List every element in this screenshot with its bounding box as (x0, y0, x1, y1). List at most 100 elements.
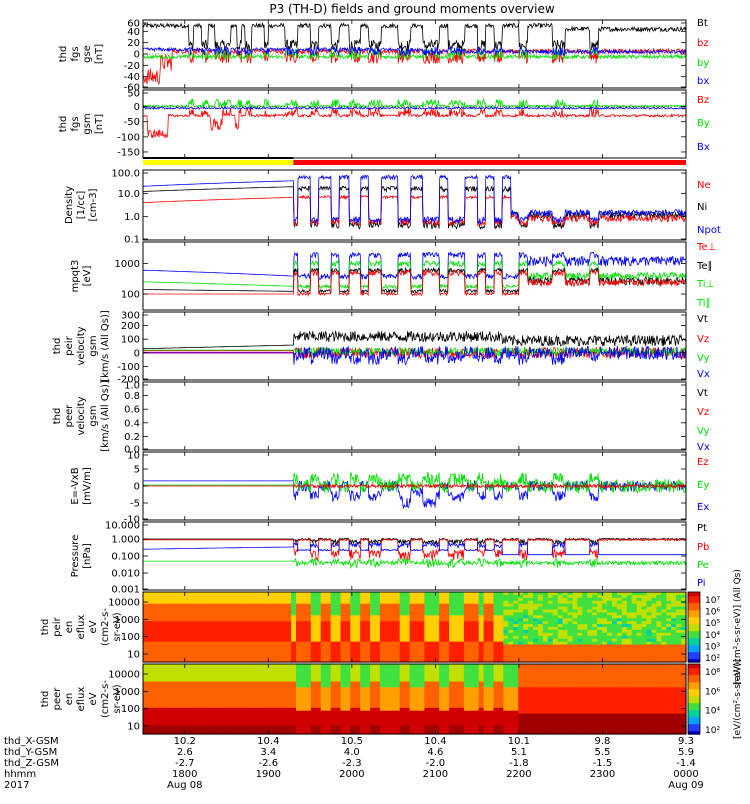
peer-spectrogram-cell (459, 705, 465, 709)
peer-spectrogram-cell (183, 670, 189, 674)
peer-spectrogram-cell (148, 722, 154, 726)
peir-spectrogram-cell (370, 633, 376, 637)
peir-spectrogram-cell (429, 650, 435, 654)
peir-spectrogram-cell (173, 615, 179, 619)
peir-spectrogram-cell (187, 633, 193, 637)
peer-spectrogram-cell (316, 687, 322, 691)
peer-spectrogram-cell (563, 687, 569, 691)
peir-spectrogram-cell (197, 633, 203, 637)
peer-spectrogram-cell (494, 670, 500, 674)
peir-spectrogram-cell (400, 598, 406, 602)
peer-spectrogram-cell (415, 670, 421, 674)
peir-spectrogram-cell (577, 633, 583, 637)
peer-spectrogram-cell (266, 687, 272, 691)
peer-spectrogram-cell (291, 687, 297, 691)
peer-spectrogram-cell (454, 705, 460, 709)
peer-spectrogram-cell (316, 705, 322, 709)
peir-spectrogram-cell (341, 650, 347, 654)
peir-spectrogram-cell (400, 650, 406, 654)
peer-spectrogram-cell (434, 722, 440, 726)
peer-spectrogram-cell (568, 670, 574, 674)
peir-spectrogram-cell (424, 633, 430, 637)
peer-spectrogram-cell (247, 722, 253, 726)
peir-spectrogram-cell (503, 598, 509, 602)
peir-spectrogram-cell (617, 598, 623, 602)
peer-spectrogram-cell (252, 722, 258, 726)
peer-spectrogram-cell (163, 670, 169, 674)
peir-spectrogram-cell (375, 633, 381, 637)
peer-spectrogram-cell (419, 705, 425, 709)
peer-spectrogram-cell (262, 670, 268, 674)
peer-spectrogram-cell (400, 687, 406, 691)
peir-spectrogram-cell (158, 615, 164, 619)
peir-spectrogram-cell (301, 598, 307, 602)
peir-spectrogram-cell (444, 615, 450, 619)
peir-spectrogram-cell (666, 633, 672, 637)
peer-spectrogram-cell (321, 705, 327, 709)
peir-spectrogram-cell (568, 615, 574, 619)
peer-spectrogram-cell (558, 722, 564, 726)
peir-spectrogram-cell (419, 650, 425, 654)
peir-spectrogram-cell (459, 650, 465, 654)
peer-spectrogram-cell (449, 670, 455, 674)
peer-spectrogram-cell (306, 670, 312, 674)
peer-spectrogram-cell (306, 722, 312, 726)
peer-spectrogram-cell (375, 705, 381, 709)
peer-spectrogram-cell (183, 722, 189, 726)
peir-spectrogram-cell (484, 598, 490, 602)
peer-spectrogram-cell (410, 687, 416, 691)
peer-spectrogram-cell (168, 670, 174, 674)
peir-spectrogram-cell (400, 633, 406, 637)
peer-spectrogram-cell (286, 722, 292, 726)
peir-spectrogram-cell (217, 598, 223, 602)
peer-spectrogram-cell (266, 722, 272, 726)
peer-spectrogram-cell (192, 670, 198, 674)
peir-spectrogram-cell (568, 633, 574, 637)
peir-spectrogram-cell (666, 615, 672, 619)
peir-spectrogram-cell (326, 633, 332, 637)
peer-spectrogram-cell (444, 670, 450, 674)
peer-spectrogram-cell (405, 687, 411, 691)
peer-spectrogram-cell (533, 705, 539, 709)
peer-spectrogram-cell (405, 670, 411, 674)
peer-spectrogram-cell (183, 705, 189, 709)
peer-spectrogram-cell (375, 687, 381, 691)
peir-spectrogram-cell (573, 598, 579, 602)
peer-spectrogram-cell (464, 722, 470, 726)
peer-spectrogram-cell (602, 722, 608, 726)
peer-spectrogram-cell (187, 722, 193, 726)
peer-spectrogram-cell (419, 687, 425, 691)
peer-spectrogram-cell (271, 705, 277, 709)
peir-spectrogram-cell (602, 615, 608, 619)
peer-spectrogram-cell (385, 722, 391, 726)
peir-spectrogram-cell (671, 633, 677, 637)
peir-spectrogram-cell (508, 633, 514, 637)
peir-spectrogram-cell (632, 615, 638, 619)
peer-spectrogram-cell (484, 722, 490, 726)
peer-spectrogram-cell (360, 705, 366, 709)
peir-spectrogram-cell (336, 633, 342, 637)
peer-spectrogram-cell (350, 705, 356, 709)
peir-spectrogram-cell (597, 598, 603, 602)
peer-spectrogram-cell (518, 687, 524, 691)
peer-spectrogram-cell (582, 722, 588, 726)
peir-spectrogram-cell (375, 598, 381, 602)
peer-spectrogram-cell (276, 687, 282, 691)
peir-spectrogram-cell (321, 598, 327, 602)
peir-spectrogram-cell (592, 598, 598, 602)
peir-spectrogram-cell (656, 598, 662, 602)
peer-spectrogram-cell (543, 705, 549, 709)
peir-spectrogram-cell (607, 650, 613, 654)
peer-spectrogram-cell (242, 705, 248, 709)
peir-spectrogram-cell (449, 650, 455, 654)
peir-spectrogram-cell (642, 615, 648, 619)
peir-spectrogram-cell (341, 615, 347, 619)
peir-spectrogram-cell (558, 598, 564, 602)
peir-spectrogram-cell (321, 615, 327, 619)
peir-spectrogram-cell (459, 615, 465, 619)
peir-spectrogram-cell (528, 598, 534, 602)
peer-spectrogram-cell (469, 722, 475, 726)
peer-spectrogram-cell (508, 670, 514, 674)
line-Vt (143, 331, 686, 349)
peir-spectrogram-cell (207, 615, 213, 619)
